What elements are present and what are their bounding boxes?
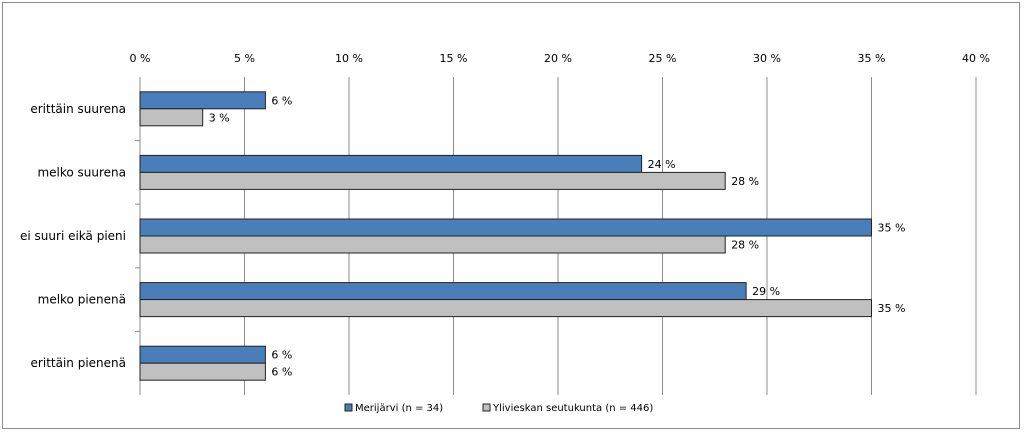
data-label: 29 %	[752, 285, 780, 298]
data-label: 6 %	[271, 366, 292, 379]
x-tick-label: 25 %	[649, 52, 677, 65]
data-label: 35 %	[878, 302, 906, 315]
data-label: 3 %	[209, 111, 230, 124]
x-tick-label: 5 %	[234, 52, 255, 65]
data-label: 6 %	[271, 349, 292, 362]
x-tick-label: 40 %	[962, 52, 990, 65]
legend-label: Merijärvi (n = 34)	[355, 403, 443, 414]
x-tick-label: 15 %	[440, 52, 468, 65]
bar	[139, 91, 266, 110]
bar	[139, 108, 204, 127]
data-label: 6 %	[271, 94, 292, 107]
category-label: melko pienenä	[38, 293, 126, 307]
x-tick-label: 35 %	[858, 52, 886, 65]
x-tick-label: 10 %	[335, 52, 363, 65]
category-label: erittäin suurena	[30, 102, 126, 116]
data-label: 24 %	[648, 158, 676, 171]
legend-label: Ylivieskan seutukunta (n = 446)	[492, 403, 653, 414]
data-label: 28 %	[731, 239, 759, 252]
legend-swatch	[482, 403, 491, 412]
legend-swatch	[344, 403, 353, 412]
bar	[139, 299, 872, 318]
bar	[139, 235, 726, 254]
bar	[139, 345, 266, 364]
category-label: ei suuri eikä pieni	[20, 229, 126, 243]
category-label: erittäin pienenä	[31, 356, 126, 370]
bar	[139, 218, 872, 237]
data-label: 35 %	[878, 222, 906, 235]
data-label: 28 %	[731, 175, 759, 188]
x-tick-label: 0 %	[130, 52, 151, 65]
x-tick-label: 20 %	[544, 52, 572, 65]
bar	[139, 154, 643, 173]
x-tick-label: 30 %	[753, 52, 781, 65]
category-label: melko suurena	[37, 165, 126, 179]
bar	[139, 362, 266, 381]
bar	[139, 282, 747, 301]
bar	[139, 171, 726, 190]
